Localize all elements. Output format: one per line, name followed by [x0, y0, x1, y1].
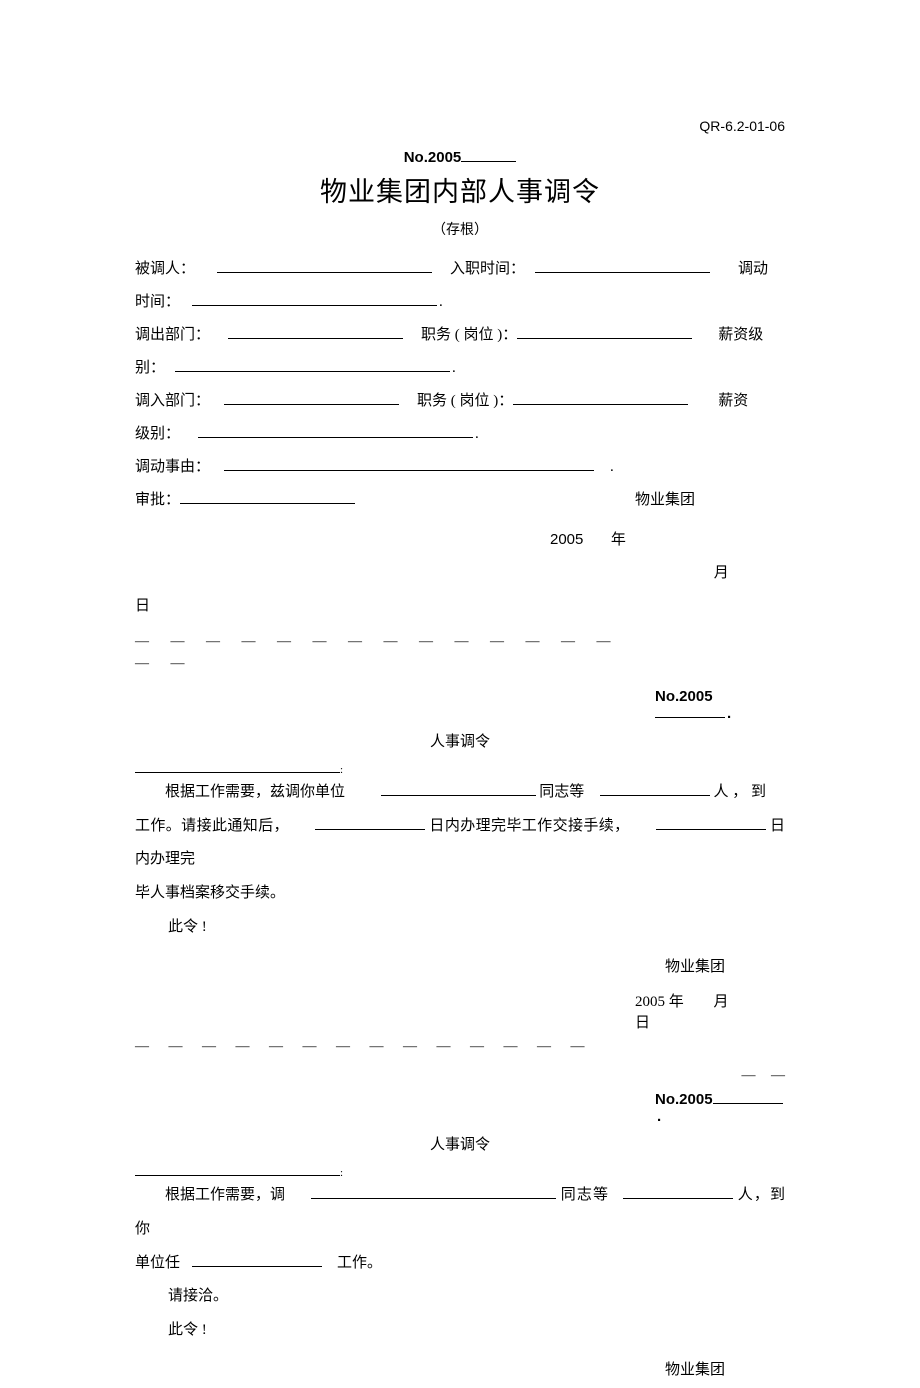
- cut-line-2b: — —: [135, 1065, 785, 1087]
- entry-label: 入职时间：: [450, 253, 525, 286]
- approve-blank: [180, 490, 355, 504]
- body2-blank1: [381, 782, 536, 796]
- dot: .: [475, 418, 479, 451]
- body3-blank2: [623, 1185, 733, 1199]
- body2-order: 此令 !: [135, 911, 785, 945]
- cut-line-1: — — — — — — — — — — — — — —: [135, 631, 785, 653]
- post-label-1: 职务 ( 岗位 )：: [421, 319, 517, 352]
- cut-line-1b: — —: [135, 653, 785, 675]
- body2-blank2: [600, 782, 710, 796]
- body2-blank4: [656, 816, 766, 830]
- in-dept-blank: [224, 391, 399, 405]
- document-code: QR-6.2-01-06: [699, 118, 785, 134]
- no-3: No.2005: [655, 1091, 713, 1108]
- post-blank-1: [517, 325, 692, 339]
- header-number: No.2005: [135, 148, 785, 166]
- body2-line2a: 工作。请接此通知后，: [135, 818, 289, 834]
- transfer-label: 调动: [738, 253, 768, 286]
- body-2: 根据工作需要，兹调你单位 同志等 人 ， 到 工作。请接此通知后， 日内办理完毕…: [135, 776, 785, 945]
- header-no-text: No.2005: [404, 149, 462, 166]
- month-char-1: 月: [714, 565, 729, 581]
- recipient-blank-2: [135, 763, 340, 773]
- in-dept-label: 调入部门：: [135, 385, 210, 418]
- no-blank-2: [655, 705, 725, 718]
- no-2: No.2005: [655, 688, 713, 705]
- body3-prefix: 根据工作需要，调: [135, 1179, 285, 1213]
- body3-comrade: 同志等: [561, 1187, 609, 1203]
- date2-year: 2005 年: [635, 994, 684, 1010]
- form-section-1: 被调人： 入职时间： 调动 时间： . 调出部门： 职务 ( 岗位 )： 薪资级…: [135, 253, 785, 676]
- dot: .: [452, 352, 456, 385]
- main-title: 物业集团内部人事调令: [135, 170, 785, 209]
- level-suffix-1: 别：: [135, 352, 165, 385]
- body2-prefix: 根据工作需要，兹调你单位: [135, 776, 345, 810]
- reason-blank: [224, 457, 594, 471]
- reason-label: 调动事由：: [135, 451, 210, 484]
- date2-day: 日: [635, 1015, 650, 1031]
- org-1: 物业集团: [635, 484, 695, 517]
- approve-label: 审批：: [135, 484, 180, 517]
- body3-blank1: [311, 1185, 556, 1199]
- body2-blank3: [315, 816, 425, 830]
- post-label-2: 职务 ( 岗位 )：: [417, 385, 513, 418]
- body2-person-suffix: 人 ， 到: [714, 784, 767, 800]
- section-title-3: 人事调令: [135, 1133, 785, 1154]
- salary-label-2: 薪资: [718, 385, 748, 418]
- no-line-2: No.2005 .: [135, 688, 785, 722]
- cut-line-2: — — — — — — — — — — — — — —: [135, 1036, 785, 1058]
- salary-level-label-1: 薪资级: [718, 319, 763, 352]
- time-blank: [192, 292, 437, 306]
- dot: .: [439, 286, 443, 319]
- post-blank-2: [513, 391, 688, 405]
- out-dept-blank: [228, 325, 403, 339]
- day-char-1: 日: [135, 590, 785, 623]
- entry-blank: [535, 259, 710, 273]
- body2-comrade: 同志等: [539, 784, 584, 800]
- date2-month: 月: [714, 994, 729, 1010]
- body3-blank3: [192, 1253, 322, 1267]
- org-2: 物业集团: [135, 951, 785, 985]
- dot: .: [610, 451, 614, 484]
- time-label: 时间：: [135, 286, 180, 319]
- body-3: 根据工作需要，调 同志等 人，到你 单位任 工作。 请接洽。 此令 !: [135, 1179, 785, 1348]
- person-label: 被调人：: [135, 253, 195, 286]
- org-3: 物业集团: [135, 1354, 785, 1388]
- level-blank-2: [198, 424, 473, 438]
- recipient-2: :: [135, 763, 785, 776]
- body2-line3: 毕人事档案移交手续。: [135, 877, 785, 911]
- no-blank-3: [713, 1091, 783, 1104]
- body3-line2a: 单位任: [135, 1255, 180, 1271]
- body3-line2b: 工作。: [337, 1255, 382, 1271]
- level-label-2: 级别：: [135, 418, 180, 451]
- out-dept-label: 调出部门：: [135, 319, 210, 352]
- level-blank-1: [175, 358, 450, 372]
- date-2: 2005 年 月 日: [135, 990, 785, 1032]
- recipient-3: :: [135, 1166, 785, 1179]
- recipient-blank-3: [135, 1166, 340, 1176]
- section-title-2: 人事调令: [135, 730, 785, 751]
- header-no-blank: [461, 148, 516, 162]
- no-line-3: No.2005.: [135, 1091, 785, 1125]
- stub-label: （存根）: [135, 219, 785, 239]
- person-blank: [217, 259, 432, 273]
- body2-line2b: 日内办理完毕工作交接手续，: [429, 818, 629, 834]
- body3-contact: 请接洽。: [135, 1280, 785, 1314]
- body3-order: 此令 !: [135, 1314, 785, 1348]
- date-line-1: 2005 年 月: [135, 523, 785, 590]
- year-char-1: 年: [611, 532, 626, 548]
- year-1: 2005: [550, 531, 583, 548]
